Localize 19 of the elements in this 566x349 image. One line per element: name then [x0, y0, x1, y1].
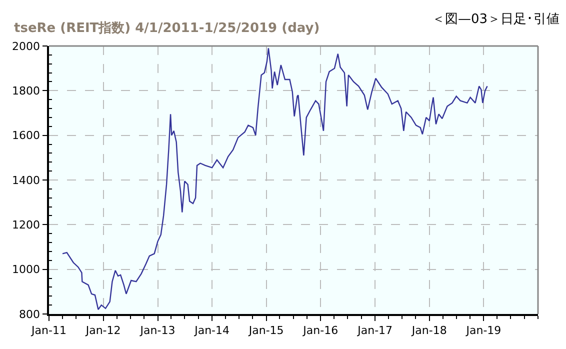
x-tick-label: Jan-13	[139, 324, 176, 337]
y-tick-label: 1000	[12, 263, 40, 276]
x-tick-label: Jan-14	[194, 324, 230, 337]
chart-subtitle: ＜図—03＞日足･引値	[432, 12, 560, 27]
x-tick-label: Jan-15	[248, 324, 284, 337]
y-tick-label: 2000	[12, 40, 40, 53]
y-tick-label: 800	[19, 308, 40, 321]
x-tick-label: Jan-16	[302, 324, 338, 337]
x-tick-label: Jan-19	[465, 324, 502, 337]
x-tick-label: Jan-18	[410, 324, 447, 337]
chart-title: tseRe (REIT指数) 4/1/2011-1/25/2019 (day)	[14, 21, 320, 36]
y-tick-label: 1200	[12, 218, 40, 232]
x-tick-label: Jan-17	[356, 324, 393, 337]
line-series	[62, 48, 488, 310]
y-tick-label: 1800	[12, 84, 40, 98]
x-tick-label: Jan-12	[84, 324, 121, 337]
y-tick-label: 1400	[12, 174, 40, 187]
y-tick-label: 1600	[12, 129, 40, 142]
x-tick-label: Jan-11	[30, 324, 66, 337]
